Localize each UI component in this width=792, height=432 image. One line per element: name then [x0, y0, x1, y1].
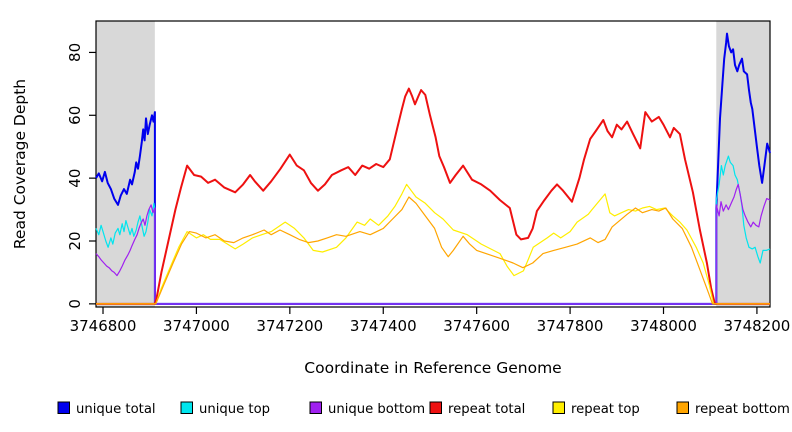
series-line-unique-bottom — [95, 183, 771, 305]
y-tick-label: 20 — [66, 231, 84, 250]
series-line-unique-top — [95, 155, 771, 305]
plot-border — [95, 20, 771, 308]
legend: unique total unique top unique bottom repea… — [57, 401, 790, 417]
legend-swatch-repeat-top — [552, 401, 565, 414]
x-tick-label: 3746800 — [70, 317, 137, 335]
legend-label-repeat-total: repeat total — [448, 402, 525, 417]
x-tick-label: 3747800 — [537, 317, 604, 335]
x-tick-label: 3748000 — [630, 317, 697, 335]
legend-label-repeat-bottom: repeat bottom — [695, 402, 790, 417]
legend-swatch-unique-bottom — [309, 401, 322, 414]
legend-swatch-unique-total — [57, 401, 70, 414]
y-tick-label: 60 — [66, 106, 84, 125]
x-tick-label: 3747600 — [443, 317, 510, 335]
y-tick-label: 80 — [66, 43, 84, 62]
legend-swatch-repeat-bottom — [676, 401, 689, 414]
series-layer — [95, 32, 771, 305]
y-tick-label: 0 — [66, 299, 84, 309]
series-line-repeat-bottom — [96, 196, 770, 305]
x-tick-label: 3747200 — [256, 317, 323, 335]
legend-label-repeat-top: repeat top — [571, 402, 640, 417]
y-tick-label: 40 — [66, 169, 84, 188]
x-tick-label: 3747400 — [350, 317, 417, 335]
shaded-regions-layer — [96, 21, 770, 307]
x-axis-title: Coordinate in Reference Genome — [304, 359, 561, 377]
legend-label-unique-total: unique total — [76, 402, 156, 417]
series-line-repeat-total — [96, 87, 770, 305]
x-tick-label: 3748200 — [724, 317, 791, 335]
axes-layer: 3746800 3747000 3747200 3747400 3747600 37478… — [66, 20, 791, 335]
x-tick-label: 3747000 — [163, 317, 230, 335]
y-axis-title: Read Coverage Depth — [11, 79, 29, 249]
series-line-unique-total — [95, 32, 771, 305]
legend-label-unique-top: unique top — [199, 402, 270, 417]
legend-label-unique-bottom: unique bottom — [328, 402, 425, 417]
legend-swatch-unique-top — [180, 401, 193, 414]
legend-swatch-repeat-total — [429, 401, 442, 414]
series-line-repeat-top — [96, 183, 770, 305]
